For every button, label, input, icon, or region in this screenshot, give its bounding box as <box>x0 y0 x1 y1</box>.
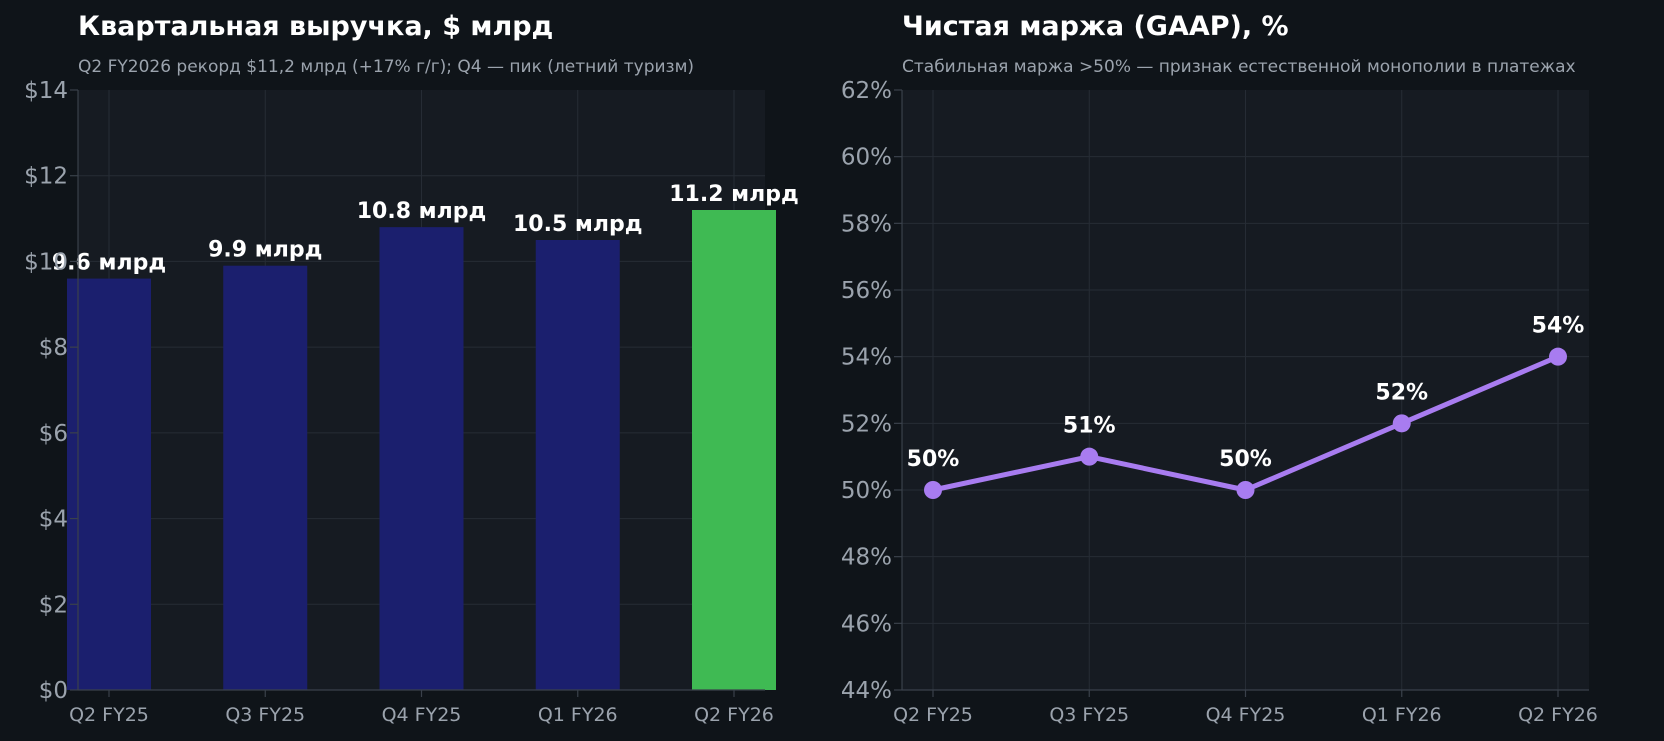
line-ytick-label: 46% <box>841 611 892 637</box>
bar-ytick-label: $4 <box>39 507 68 533</box>
margin-x-axis: Q2 FY25 Q3 FY25 Q4 FY25 Q1 FY26 Q2 FY26 <box>893 690 1598 726</box>
line-ytick-label: 44% <box>841 678 892 704</box>
bar-bar-value-label: 9.6 млрд <box>52 251 166 276</box>
line-ytick-label: 60% <box>841 145 892 171</box>
bar-bar <box>223 265 308 690</box>
bar-ytick-label: $6 <box>39 421 68 447</box>
bar-xtick-label: Q1 FY26 <box>538 704 618 726</box>
line-xtick-label: Q2 FY26 <box>1518 704 1598 726</box>
line-ytick-label: 52% <box>841 411 892 437</box>
revenue-chart-subtitle: Q2 FY2026 рекорд $11,2 млрд (+17% г/г); … <box>78 57 694 77</box>
line-ytick-label: 54% <box>841 345 892 371</box>
bar-ytick-label: $8 <box>39 335 68 361</box>
bar-bar <box>67 278 151 690</box>
revenue-x-axis: Q2 FY25 Q3 FY25 Q4 FY25 Q1 FY26 Q2 FY26 <box>69 690 774 726</box>
margin-gridlines <box>902 90 1589 690</box>
line-point-value-label: 52% <box>1375 380 1428 405</box>
line-xtick-label: Q1 FY26 <box>1362 704 1442 726</box>
bar-ytick-label: $0 <box>39 678 68 704</box>
bar-xtick-label: Q2 FY25 <box>69 704 149 726</box>
line-data-point <box>924 481 942 499</box>
line-point-value-label: 54% <box>1532 314 1585 339</box>
bar-bar-value-label: 10.5 млрд <box>513 212 643 237</box>
line-point-value-label: 50% <box>907 447 960 472</box>
line-point-value-label: 50% <box>1219 447 1272 472</box>
bar-bar-value-label: 9.9 млрд <box>208 238 322 263</box>
line-xtick-label: Q3 FY25 <box>1049 704 1129 726</box>
margin-chart-title: Чистая маржа (GAAP), % <box>902 11 1289 42</box>
line-ytick-label: 48% <box>841 545 892 571</box>
line-data-point <box>1549 347 1567 366</box>
revenue-bars: 9.6 млрд 9.9 млрд 10.8 млрд 10.5 млрд 11.2 м… <box>52 182 799 690</box>
bar-ytick-label: $2 <box>39 592 68 618</box>
line-ytick-label: 50% <box>841 478 892 504</box>
bar-ytick-label: $14 <box>24 78 68 104</box>
line-data-point <box>1080 447 1099 466</box>
line-xtick-label: Q4 FY25 <box>1206 704 1286 726</box>
margin-series: 50% 51% 50% 52% 54% <box>907 314 1585 499</box>
line-xtick-label: Q2 FY25 <box>893 704 973 726</box>
line-point-value-label: 51% <box>1063 414 1116 439</box>
line-ytick-label: 62% <box>841 78 892 104</box>
bar-xtick-label: Q4 FY25 <box>382 704 462 726</box>
line-ytick-label: 58% <box>841 211 892 237</box>
revenue-chart-title: Квартальная выручка, $ млрд <box>78 11 553 42</box>
line-data-point <box>1392 414 1411 433</box>
bar-xtick-label: Q3 FY25 <box>225 704 305 726</box>
bar-bar <box>692 210 776 690</box>
margin-chart-subtitle: Стабильная маржа >50% — признак естестве… <box>902 57 1576 77</box>
line-data-point <box>1236 481 1255 499</box>
margin-line-chart: Чистая маржа (GAAP), % Стабильная маржа … <box>841 11 1598 726</box>
bar-ytick-label: $12 <box>24 164 68 190</box>
margin-y-axis: 44% 46% 48% 50% 52% 54% 56% 58% 60% 62% <box>841 78 902 704</box>
bar-bar <box>379 227 464 690</box>
bar-xtick-label: Q2 FY26 <box>694 704 774 726</box>
revenue-y-axis: $0 $2 $4 $6 $8 $10 $12 $14 <box>24 78 78 704</box>
bar-ytick-label: $10 <box>24 249 68 275</box>
bar-bar-value-label: 10.8 млрд <box>357 199 487 224</box>
revenue-bar-chart: Квартальная выручка, $ млрд Q2 FY2026 ре… <box>24 11 799 726</box>
bar-bar <box>535 240 620 690</box>
bar-bar-value-label: 11.2 млрд <box>669 182 799 207</box>
line-ytick-label: 56% <box>841 278 892 304</box>
